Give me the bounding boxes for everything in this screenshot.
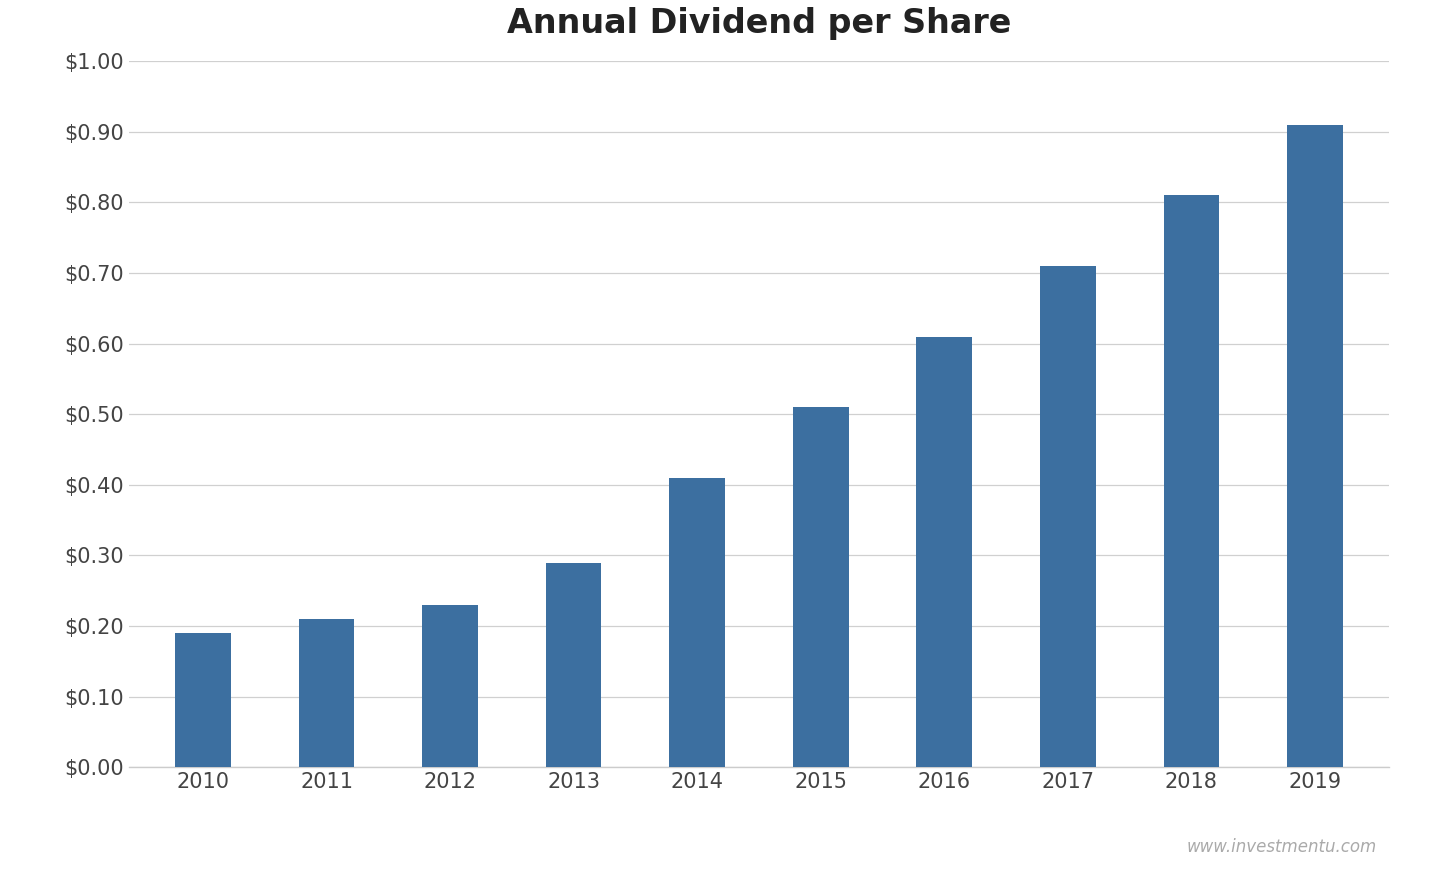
- Text: www.investmentu.com: www.investmentu.com: [1186, 838, 1376, 856]
- Bar: [299, 619, 354, 767]
- Bar: [793, 407, 849, 767]
- Bar: [669, 478, 725, 767]
- Bar: [916, 337, 972, 767]
- Bar: [1040, 266, 1095, 767]
- Title: Annual Dividend per Share: Annual Dividend per Share: [507, 7, 1011, 40]
- Bar: [546, 562, 601, 767]
- Bar: [1164, 195, 1219, 767]
- Bar: [422, 605, 478, 767]
- Bar: [1287, 125, 1343, 767]
- Bar: [175, 633, 231, 767]
